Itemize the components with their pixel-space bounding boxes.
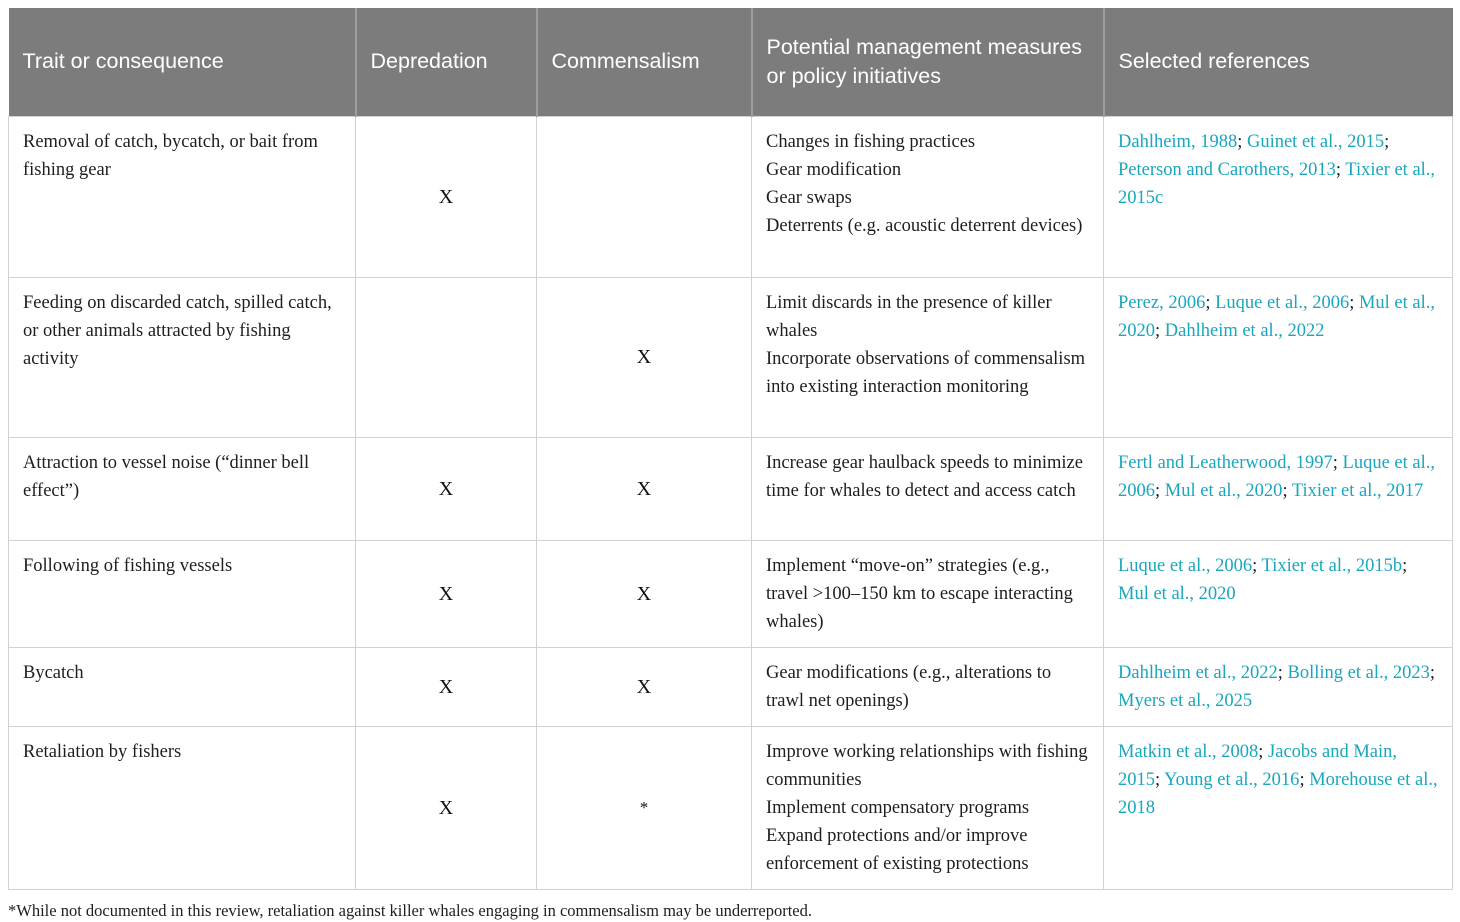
reference-link[interactable]: Tixier et al., 2017 bbox=[1291, 480, 1424, 501]
reference-link[interactable]: Luque et al., 2006 bbox=[1118, 555, 1253, 576]
measures-cell: Increase gear haulback speeds to minimiz… bbox=[751, 436, 1104, 541]
measure-item: Gear modification bbox=[766, 159, 902, 180]
measures-cell: Limit discards in the presence of killer… bbox=[751, 276, 1104, 438]
header-commensalism: Commensalism bbox=[535, 8, 752, 116]
reference-link[interactable]: Dahlheim et al., 2022 bbox=[1164, 320, 1325, 341]
reference-link[interactable]: Tixier et al., 2015c bbox=[1118, 159, 1436, 208]
reference-link[interactable]: Fertl and Leatherwood, 1997 bbox=[1118, 452, 1333, 473]
reference-link[interactable]: Perez, 2006 bbox=[1118, 292, 1206, 313]
header-depredation: Depredation bbox=[354, 8, 537, 116]
reference-link[interactable]: Morehouse et al., 2018 bbox=[1118, 769, 1438, 818]
measure-item: Implement “move-on” strategies (e.g., tr… bbox=[766, 555, 1073, 632]
reference-link[interactable]: Bolling et al., 2023 bbox=[1287, 662, 1430, 683]
header-selected-references: Selected references bbox=[1102, 8, 1453, 116]
reference-separator: ; bbox=[1282, 480, 1292, 501]
depredation-mark-cell: X bbox=[355, 436, 537, 541]
measure-item: Implement compensatory programs bbox=[766, 797, 1030, 818]
measures-cell: Implement “move-on” strategies (e.g., tr… bbox=[751, 539, 1104, 648]
reference-separator: ; bbox=[1258, 741, 1269, 762]
paper-table: Trait or consequence Depredation Commens… bbox=[8, 8, 1453, 890]
measure-item: Deterrents (e.g. acoustic deterrent devi… bbox=[766, 215, 1083, 236]
commensalism-mark-cell: X bbox=[536, 539, 752, 648]
reference-link[interactable]: Jacobs and Main, 2015 bbox=[1118, 741, 1398, 790]
reference-link[interactable]: Mul et al., 2020 bbox=[1118, 292, 1436, 341]
commensalism-mark-cell: X bbox=[536, 646, 752, 727]
table-row: Removal of catch, bycatch, or bait from … bbox=[8, 115, 1453, 278]
reference-link[interactable]: Dahlheim et al., 2022 bbox=[1118, 662, 1278, 683]
measure-item: Gear modifications (e.g., alterations to… bbox=[766, 662, 1052, 711]
reference-link[interactable]: Tixier et al., 2015b bbox=[1261, 555, 1403, 576]
references-cell: Matkin et al., 2008; Jacobs and Main, 20… bbox=[1103, 725, 1453, 890]
reference-separator: ; bbox=[1237, 131, 1247, 152]
reference-link[interactable]: Mul et al., 2020 bbox=[1164, 480, 1283, 501]
measures-cell: Changes in fishing practices Gear modific… bbox=[751, 115, 1104, 278]
table-row: Feeding on discarded catch, spilled catc… bbox=[8, 276, 1453, 438]
asterisk-mark: * bbox=[639, 798, 649, 817]
measures-cell: Gear modifications (e.g., alterations to… bbox=[751, 646, 1104, 727]
reference-separator: ; bbox=[1429, 662, 1436, 683]
commensalism-mark-cell: X bbox=[536, 436, 752, 541]
measure-item: Changes in fishing practices bbox=[766, 131, 976, 152]
reference-link[interactable]: Myers et al., 2025 bbox=[1118, 690, 1253, 711]
trait-cell: Bycatch bbox=[8, 646, 356, 727]
reference-separator: ; bbox=[1335, 159, 1346, 180]
reference-separator: ; bbox=[1299, 769, 1310, 790]
trait-cell: Attraction to vessel noise (“dinner bell… bbox=[8, 436, 356, 541]
header-trait-or-consequence: Trait or consequence bbox=[8, 8, 356, 116]
trait-cell: Removal of catch, bycatch, or bait from … bbox=[8, 115, 356, 278]
table-row: Retaliation by fishers X * Improve working … bbox=[8, 725, 1453, 890]
table-header: Trait or consequence Depredation Commens… bbox=[8, 8, 1453, 116]
references-cell: Fertl and Leatherwood, 1997; Luque et al… bbox=[1103, 436, 1453, 541]
commensalism-mark-cell: X bbox=[536, 276, 752, 438]
reference-link[interactable]: Matkin et al., 2008 bbox=[1118, 741, 1259, 762]
trait-cell: Retaliation by fishers bbox=[8, 725, 356, 890]
measure-item: Limit discards in the presence of killer… bbox=[766, 292, 1052, 341]
reference-link[interactable]: Mul et al., 2020 bbox=[1118, 583, 1236, 604]
references-cell: Luque et al., 2006; Tixier et al., 2015b… bbox=[1103, 539, 1453, 648]
measure-item: Improve working relationships with fishi… bbox=[766, 741, 1088, 790]
reference-separator: ; bbox=[1252, 555, 1262, 576]
reference-separator: ; bbox=[1384, 131, 1390, 152]
references-cell: Dahlheim, 1988; Guinet et al., 2015; Pet… bbox=[1103, 115, 1453, 278]
depredation-mark-cell: X bbox=[355, 725, 537, 890]
reference-link[interactable]: Peterson and Carothers, 2013 bbox=[1118, 159, 1336, 180]
measure-item: Increase gear haulback speeds to minimiz… bbox=[766, 452, 1083, 501]
depredation-mark-cell: X bbox=[355, 115, 537, 278]
commensalism-mark-cell: * bbox=[536, 725, 752, 890]
table-body: Removal of catch, bycatch, or bait from … bbox=[8, 115, 1453, 890]
trait-cell: Feeding on discarded catch, spilled catc… bbox=[8, 276, 356, 438]
header-management-measures: Potential management measures or policy … bbox=[750, 8, 1104, 116]
references-cell: Perez, 2006; Luque et al., 2006; Mul et … bbox=[1103, 276, 1453, 438]
measure-item: Incorporate observations of commensalism… bbox=[766, 348, 1086, 397]
reference-separator: ; bbox=[1155, 320, 1165, 341]
reference-separator: ; bbox=[1205, 292, 1216, 313]
depredation-mark-cell bbox=[355, 276, 537, 438]
reference-separator: ; bbox=[1277, 662, 1288, 683]
reference-link[interactable]: Luque et al., 2006 bbox=[1118, 452, 1435, 501]
management-measures-table: Trait or consequence Depredation Commens… bbox=[8, 8, 1453, 922]
trait-cell: Following of fishing vessels bbox=[8, 539, 356, 648]
measures-cell: Improve working relationships with fishi… bbox=[751, 725, 1104, 890]
measure-item: Expand protections and/or improve enforc… bbox=[766, 825, 1029, 874]
reference-separator: ; bbox=[1155, 769, 1165, 790]
commensalism-mark-cell bbox=[536, 115, 752, 278]
reference-separator: ; bbox=[1349, 292, 1359, 313]
reference-separator: ; bbox=[1155, 480, 1165, 501]
reference-link[interactable]: Guinet et al., 2015 bbox=[1246, 131, 1385, 152]
reference-separator: ; bbox=[1402, 555, 1408, 576]
reference-link[interactable]: Dahlheim, 1988 bbox=[1118, 131, 1238, 152]
header-row: Trait or consequence Depredation Commens… bbox=[8, 8, 1453, 116]
depredation-mark-cell: X bbox=[355, 539, 537, 648]
table-row: Following of fishing vessels X X Implement … bbox=[8, 539, 1453, 648]
depredation-mark-cell: X bbox=[355, 646, 537, 727]
reference-link[interactable]: Young et al., 2016 bbox=[1164, 769, 1300, 790]
table-row: Attraction to vessel noise (“dinner bell… bbox=[8, 436, 1453, 541]
table-row: Bycatch X X Gear modifications (e.g., alter… bbox=[8, 646, 1453, 727]
reference-link[interactable]: Luque et al., 2006 bbox=[1215, 292, 1350, 313]
reference-separator: ; bbox=[1332, 452, 1343, 473]
references-cell: Dahlheim et al., 2022; Bolling et al., 2… bbox=[1103, 646, 1453, 727]
measure-item: Gear swaps bbox=[766, 187, 852, 208]
table-footnote: *While not documented in this review, re… bbox=[8, 900, 812, 920]
